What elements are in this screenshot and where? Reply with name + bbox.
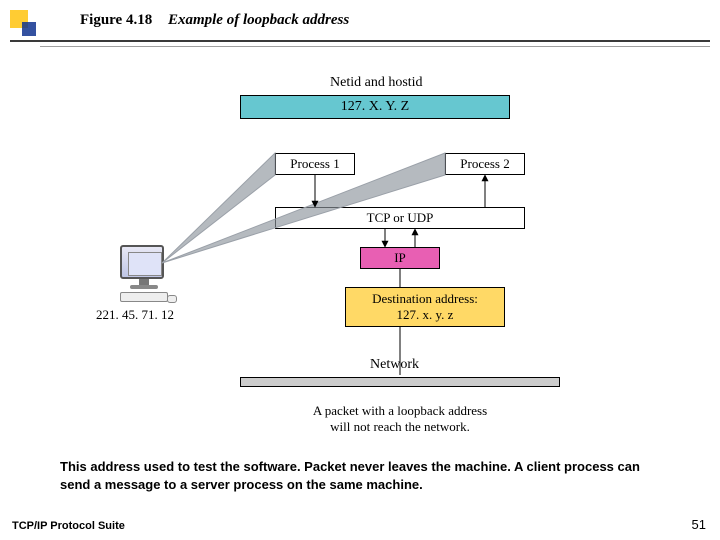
network-bar [240, 377, 560, 387]
dest-line1: Destination address: [372, 291, 478, 307]
network-label: Network [370, 357, 419, 373]
process-2-box: Process 2 [445, 153, 525, 175]
figure-number: Figure 4.18 [80, 12, 152, 28]
loopback-caption: A packet with a loopback address will no… [250, 403, 550, 435]
destination-address-box: Destination address: 127. x. y. z [345, 287, 505, 327]
caption-text: A packet with a loopback address will no… [313, 403, 487, 434]
netid-value: 127. X. Y. Z [341, 99, 409, 115]
footer-source: TCP/IP Protocol Suite [12, 520, 125, 532]
computer-icon [120, 245, 168, 302]
figure-title: Figure 4.18 Example of loopback address [80, 12, 349, 29]
slide-bullet-decoration [10, 10, 38, 38]
tcp-udp-box: TCP or UDP [275, 207, 525, 229]
netid-address-box: 127. X. Y. Z [240, 95, 510, 119]
netid-hostid-label: Netid and hostid [330, 75, 423, 91]
dest-line2: 127. x. y. z [397, 307, 454, 323]
page-number: 51 [692, 517, 706, 532]
title-rule-thin [40, 46, 710, 47]
tcp-udp-label: TCP or UDP [367, 210, 434, 226]
process-1-label: Process 1 [290, 156, 339, 172]
process-2-label: Process 2 [460, 156, 509, 172]
ip-layer-box: IP [360, 247, 440, 269]
ip-label: IP [394, 250, 406, 266]
slide-body-text: This address used to test the software. … [60, 458, 660, 493]
title-rule-thick [10, 40, 710, 42]
loopback-diagram: Netid and hostid 127. X. Y. Z Process 1 … [100, 75, 640, 445]
beam-to-process1 [162, 153, 275, 263]
figure-caption: Example of loopback address [168, 12, 349, 28]
process-1-box: Process 1 [275, 153, 355, 175]
host-ip-label: 221. 45. 71. 12 [96, 307, 174, 323]
